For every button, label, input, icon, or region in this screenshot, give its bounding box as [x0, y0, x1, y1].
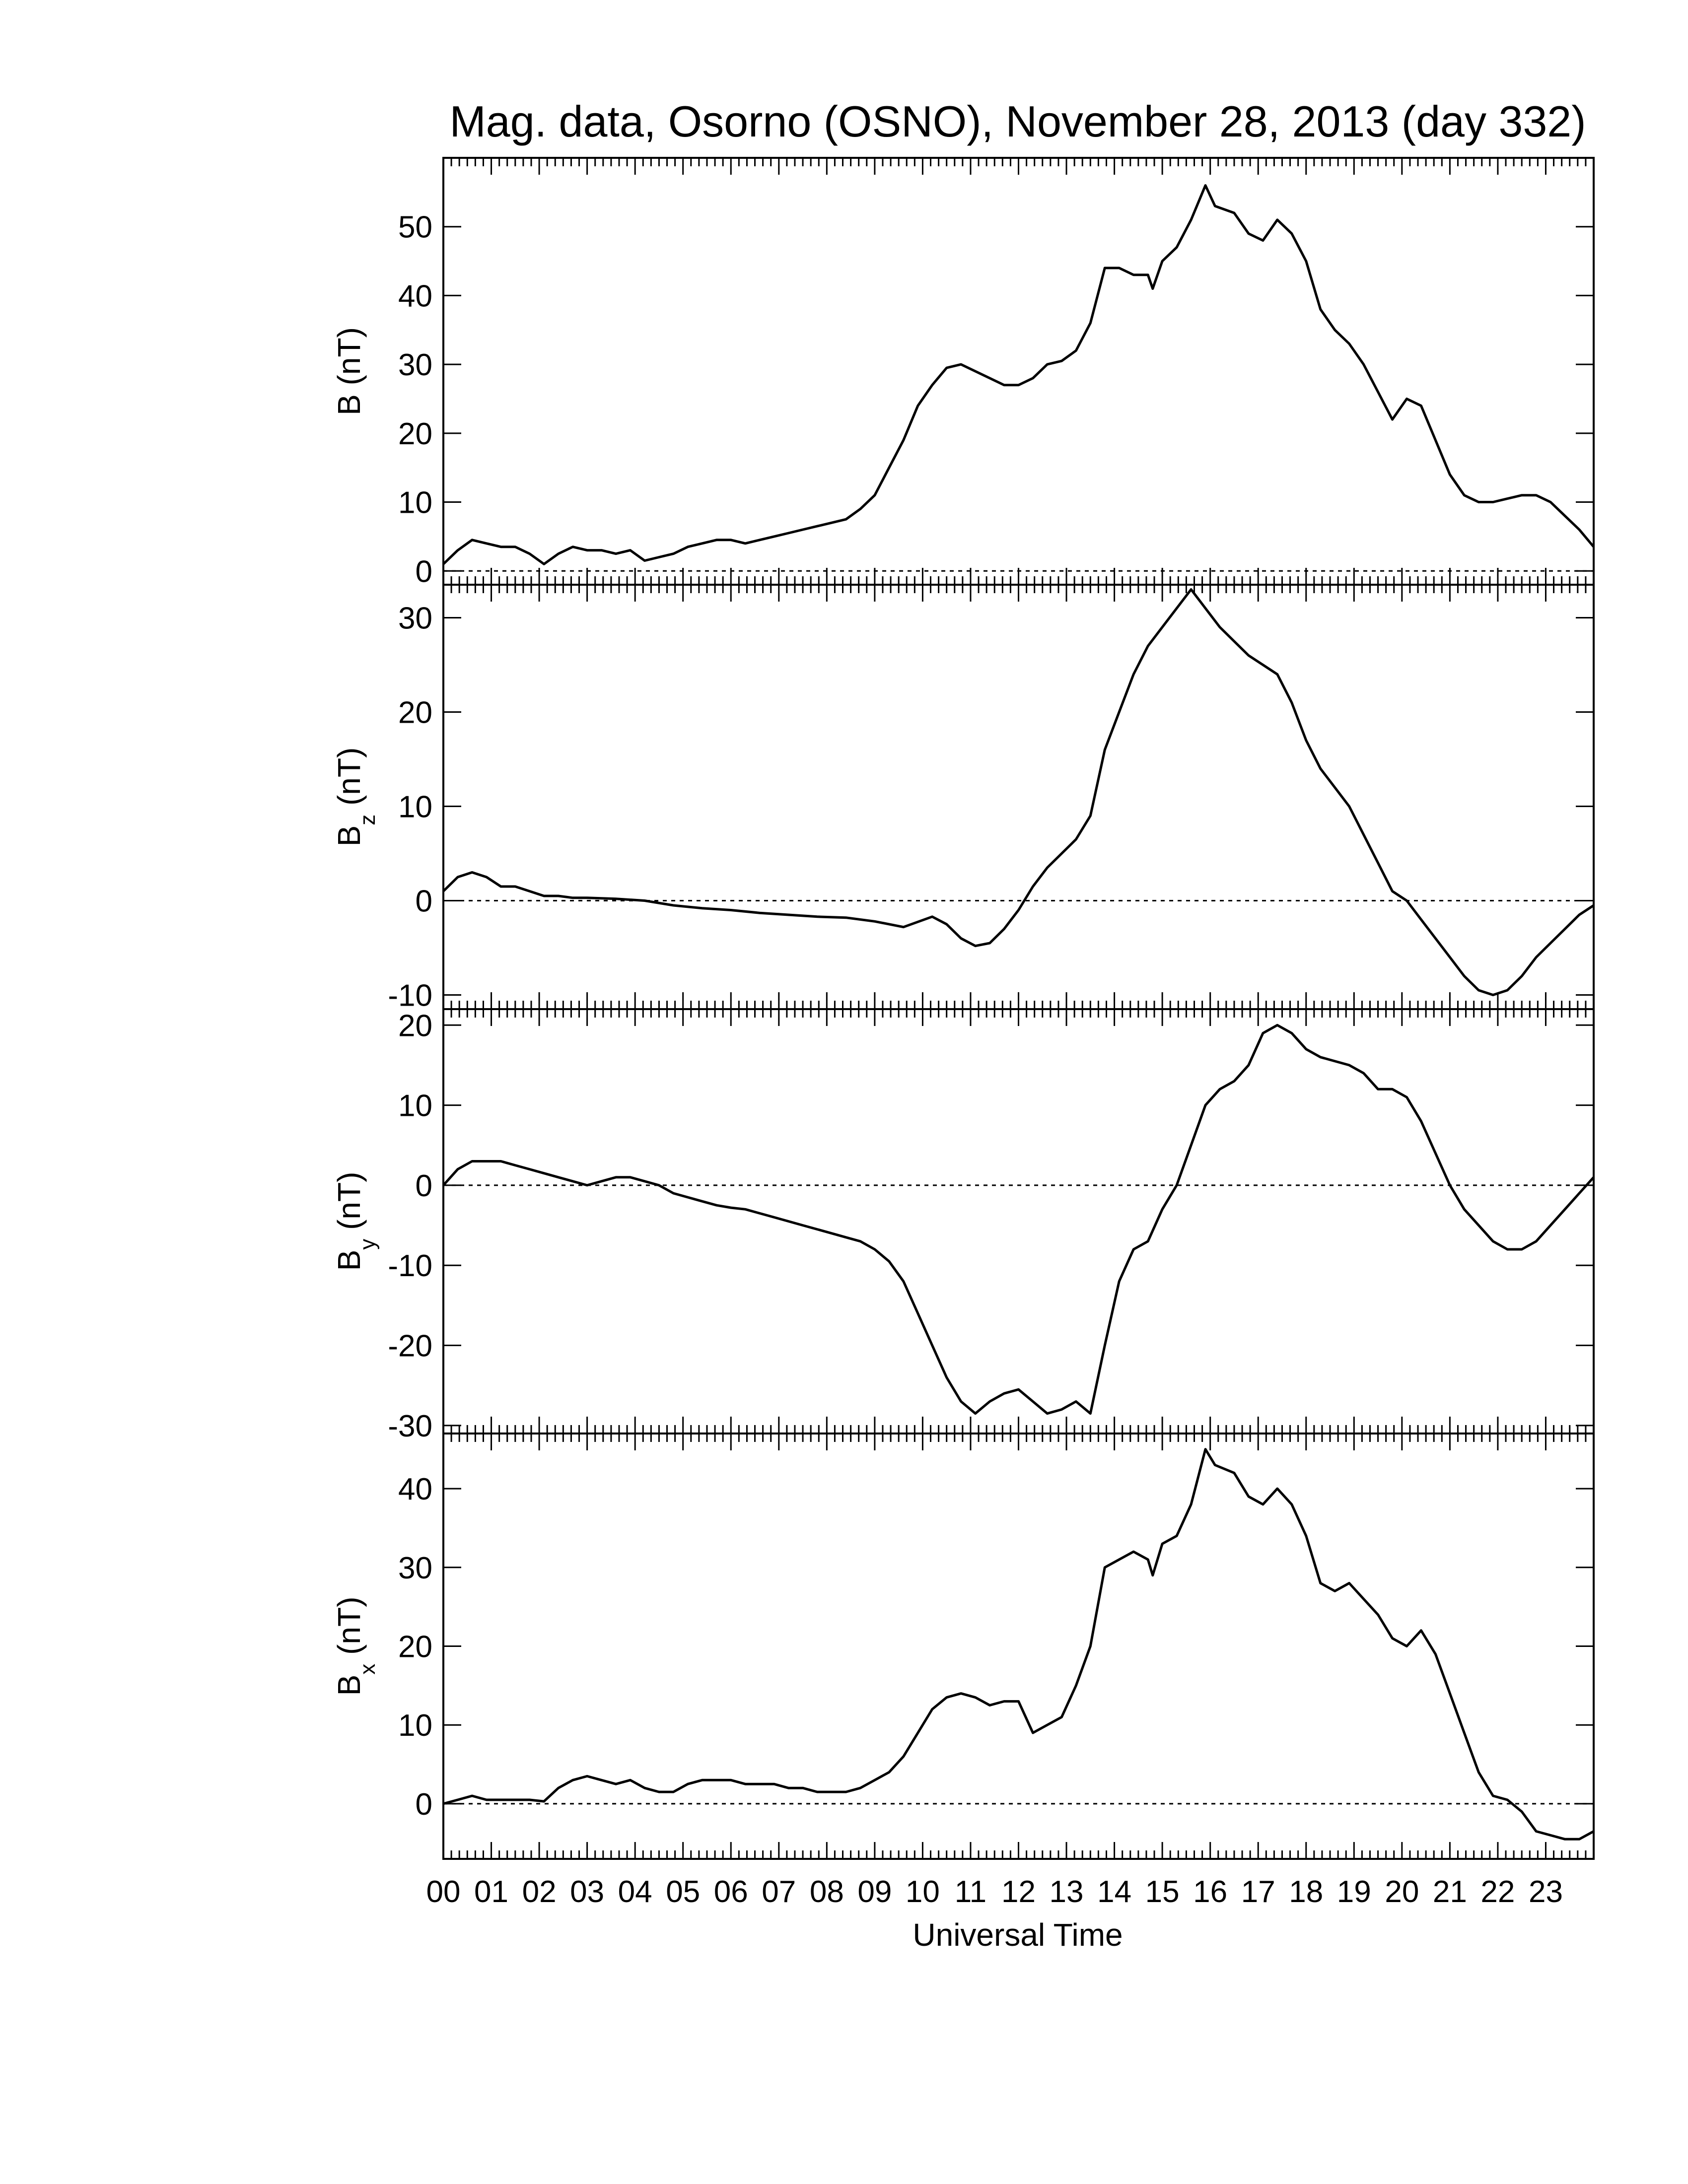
y-tick-label: 20 [398, 1009, 432, 1043]
x-tick-label: 10 [906, 1875, 940, 1909]
series-line-total [442, 184, 1595, 565]
panel-frame [442, 1008, 1595, 1434]
panel-frame [442, 1433, 1595, 1860]
x-tick-label: 03 [570, 1875, 604, 1909]
x-tick-label: 06 [714, 1875, 748, 1909]
y-tick-label: 0 [416, 1169, 432, 1203]
x-tick-label: 12 [1001, 1875, 1036, 1909]
y-tick-label: 40 [398, 1472, 432, 1506]
x-tick-label: 19 [1337, 1875, 1371, 1909]
y-tick-label: 10 [398, 1708, 432, 1743]
y-tick-label: 20 [398, 696, 432, 730]
y-tick-label: 20 [398, 417, 432, 451]
panel-frame [442, 584, 1595, 1010]
x-tick-label: 04 [618, 1875, 652, 1909]
y-tick-label: 10 [398, 486, 432, 520]
x-tick-label: 16 [1193, 1875, 1227, 1909]
chart-title: Mag. data, Osorno (OSNO), November 28, 2… [449, 97, 1586, 146]
y-tick-label: 30 [398, 1551, 432, 1585]
y-tick-label: 30 [398, 348, 432, 382]
panel-frame [442, 157, 1595, 586]
panel-4: 0 10 20 30 40 Bx (nT) [331, 1433, 1595, 1860]
panel-1: 0 10 20 30 40 50 B (nT) [331, 157, 1595, 589]
y-tick-label: 0 [416, 554, 432, 589]
y-tick-label: 0 [416, 1787, 432, 1822]
y-axis-label: B (nT) [331, 327, 367, 415]
x-tick-label: 09 [857, 1875, 892, 1909]
y-tick-label: -20 [388, 1329, 432, 1364]
y-tick-label: 0 [416, 885, 432, 919]
x-tick-label: 14 [1097, 1875, 1131, 1909]
y-tick-label: 20 [398, 1630, 432, 1664]
y-tick-label: 10 [398, 790, 432, 824]
x-tick-label: 23 [1529, 1875, 1563, 1909]
x-tick-label: 00 [426, 1875, 461, 1909]
x-tick-label: 02 [522, 1875, 557, 1909]
series-line-z [442, 588, 1595, 996]
x-tick-label: 11 [955, 1875, 986, 1909]
series-line-x [443, 1448, 1595, 1841]
x-tick-label: 08 [810, 1875, 844, 1909]
x-tick-label: 01 [474, 1875, 508, 1909]
y-tick-label: 40 [398, 279, 432, 313]
x-axis-label: Universal Time [913, 1917, 1123, 1953]
panel-2: -10 0 10 20 30 Bz (nT) [331, 584, 1595, 1013]
y-axis-label: Bx (nT) [331, 1597, 380, 1696]
x-tick-label: 07 [762, 1875, 796, 1909]
y-tick-label: -10 [388, 1249, 432, 1283]
x-tick-label: 22 [1480, 1875, 1515, 1909]
series-line-y [442, 1024, 1595, 1415]
y-tick-label: 30 [398, 602, 432, 636]
x-tick-label: 05 [666, 1875, 700, 1909]
x-tick-labels: 00 01 02 03 04 05 06 07 08 09 10 11 12 13 14 15 16 17 18 19… [426, 1875, 1563, 1909]
y-axis-label: By (nT) [331, 1172, 380, 1271]
x-tick-label: 20 [1385, 1875, 1419, 1909]
y-tick-label: -30 [388, 1409, 432, 1443]
x-tick-label: 18 [1289, 1875, 1323, 1909]
y-axis-label: Bz (nT) [331, 748, 380, 847]
x-tick-label: 21 [1433, 1875, 1467, 1909]
y-tick-label: -10 [388, 979, 432, 1013]
x-tick-label: 15 [1145, 1875, 1180, 1909]
y-tick-label: 10 [398, 1089, 432, 1123]
x-tick-label: 17 [1241, 1875, 1275, 1909]
x-tick-label: 13 [1050, 1875, 1084, 1909]
y-tick-label: 50 [398, 210, 432, 245]
panels-group: 0 10 20 30 40 50 B (nT) -10 0 10 20 30 Bz (nT) -30 -20… [331, 157, 1595, 1860]
panel-3: -30 -20 -10 0 10 20 By (nT) [331, 1008, 1595, 1443]
